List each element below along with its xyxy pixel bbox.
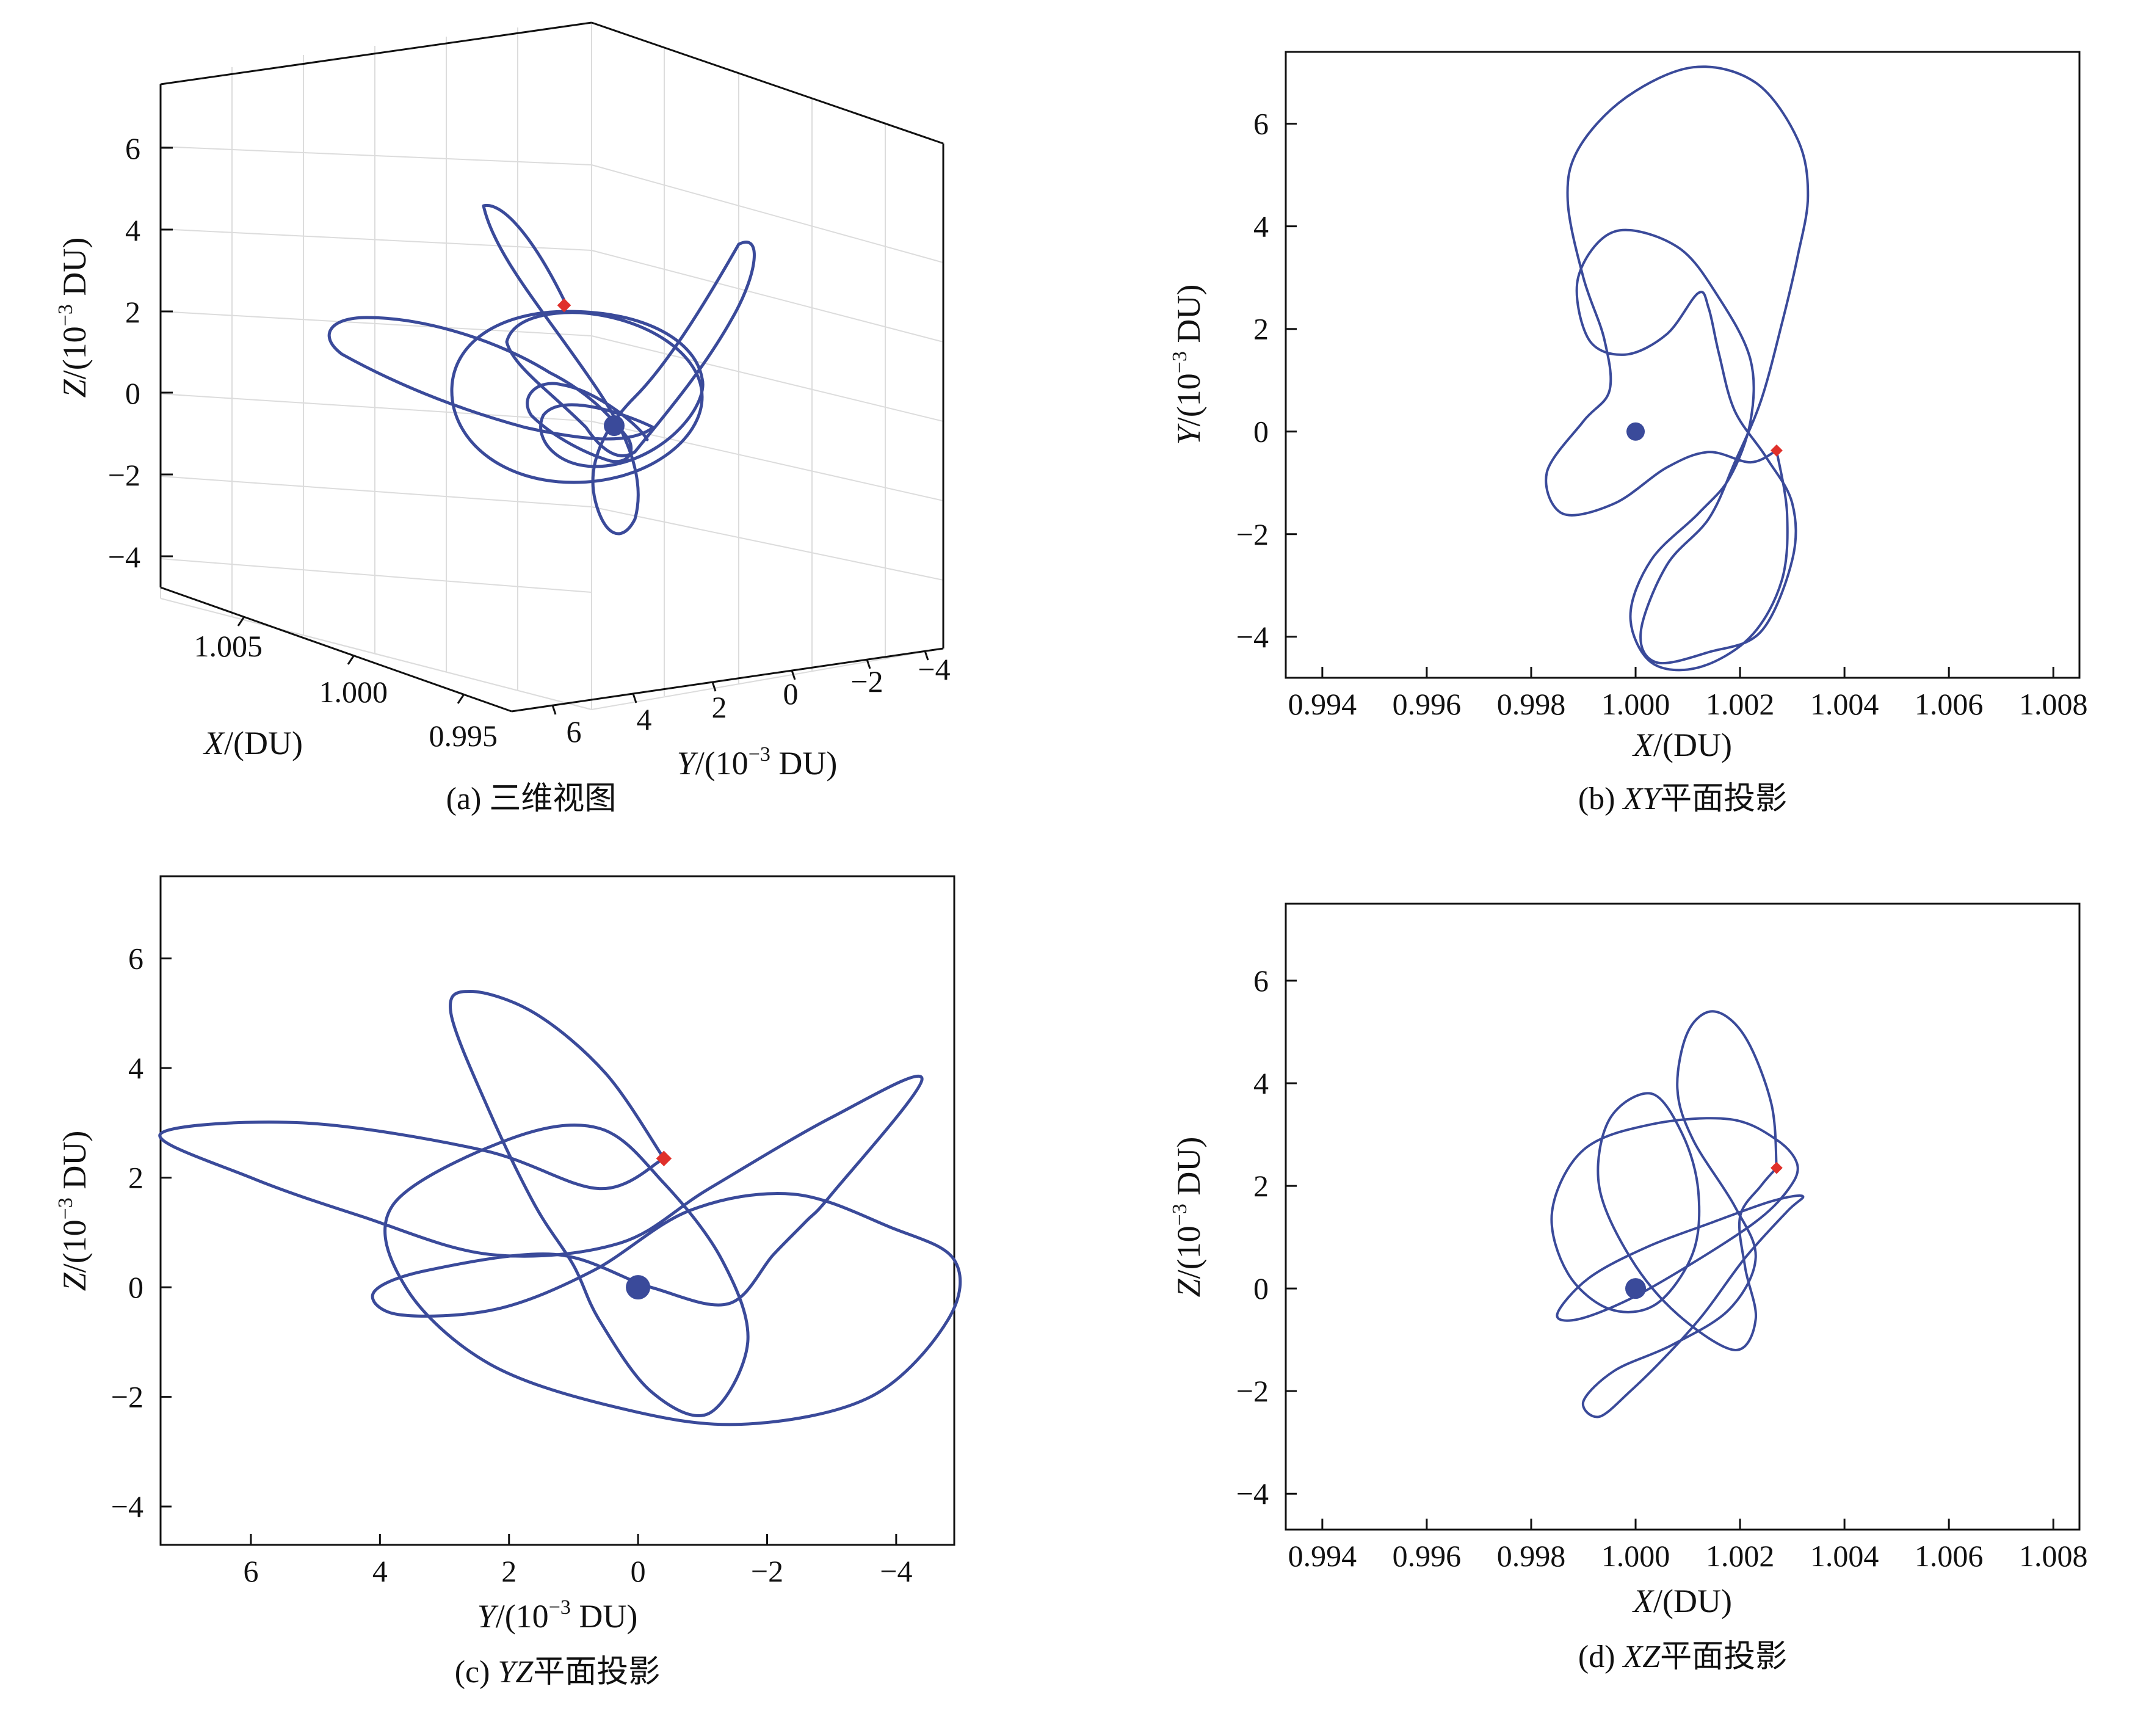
plot-area-c [159,875,955,1546]
y-tick-label: −4 [918,652,950,686]
panel-d: 0.994 0.996 0.998 1.000 1.002 1.004 1.006 1.008… [1169,903,2088,1674]
y-tick-label: −4 [1236,620,1269,654]
x-axis-title-d: X/(DU) [1632,1583,1732,1619]
y-tick-label: 6 [567,714,582,749]
start-marker-b [1771,444,1783,457]
axes-ticks-d: 0.994 0.996 0.998 1.000 1.002 1.004 1.006 1.008… [1236,964,2088,1573]
orbit-trajectory-3d [327,203,756,536]
caption-a: (a) 三维视图 [446,782,617,816]
start-marker-c [656,1150,672,1166]
x-tick-label: 1.000 [319,675,388,709]
start-marker-d [1771,1161,1783,1174]
x-tick-label: 0.995 [429,719,498,753]
panel-b: 0.994 0.996 0.998 1.000 1.002 1.004 1.006 1.008… [1169,51,2088,816]
z-tick-label: 0 [125,376,140,410]
y-tick-label: 0 [783,677,799,711]
axes-ticks-c: 6 4 2 0 −2 −4 6 4 2 0 −2 −4 [111,942,913,1588]
y-tick-label: 0 [1253,1271,1269,1306]
x-tick-label: 1.000 [1601,1539,1670,1573]
z-axis-ticks-a: 6 4 2 0 −2 −4 [108,131,173,574]
x-axis-title-a: X/(DU) [203,725,303,761]
x-tick-label: 1.008 [2019,1539,2088,1573]
z-axis-title-a: Z/(10−3 DU) [54,238,93,398]
x-tick-label: 1.005 [194,629,263,663]
y-tick-label: −2 [1236,517,1269,551]
x-tick-label: 1.008 [2019,687,2088,721]
y-tick-label: 4 [1253,209,1269,244]
y-tick-label: 0 [128,1270,143,1304]
y-axis-title-a: Y/(10−3 DU) [677,743,838,782]
y-tick-label: −4 [111,1489,143,1524]
y-tick-label: 4 [1253,1066,1269,1100]
caption-d: (d) XZ平面投影 [1578,1640,1787,1674]
panel-c: 6 4 2 0 −2 −4 6 4 2 0 −2 −4 Z/(10−3 DU) Y/(10−3 DU)… [54,875,962,1690]
caption-b: (b) XY平面投影 [1578,782,1787,816]
x-tick-label: 0.996 [1393,1539,1462,1573]
orbit-trajectory-xz [1550,1010,1805,1418]
x-tick-label: 2 [501,1554,517,1588]
x-tick-label: 6 [243,1554,258,1588]
start-marker-a [557,298,571,313]
y-tick-label: 2 [1253,312,1269,346]
central-body-d [1625,1278,1647,1299]
x-axis-title-b: X/(DU) [1632,727,1732,763]
x-tick-label: 1.000 [1601,687,1670,721]
x-tick-label: 1.002 [1706,1539,1775,1573]
x-axis-title-c: Y/(10−3 DU) [477,1596,638,1635]
central-body-c [626,1275,651,1300]
central-body-b [1626,422,1645,441]
y-axis-ticks-a: 6 4 2 0 −2 −4 [551,650,951,749]
x-tick-label: 0 [631,1554,646,1588]
y-tick-label: 6 [1253,107,1269,141]
z-tick-label: −2 [108,458,140,492]
y-axis-title-c: Z/(10−3 DU) [54,1131,93,1291]
z-tick-label: −4 [108,540,140,574]
x-tick-label: 0.994 [1288,1539,1357,1573]
y-tick-label: 0 [1253,415,1269,449]
x-tick-label: 4 [372,1554,388,1588]
plot-area-b [1285,51,2081,679]
y-tick-label: 6 [128,942,143,976]
x-tick-label: −4 [880,1554,912,1588]
axes-ticks-b: 0.994 0.996 0.998 1.000 1.002 1.004 1.006 1.008… [1236,107,2088,721]
y-tick-label: −2 [111,1380,143,1414]
x-tick-label: 1.002 [1706,687,1775,721]
y-axis-title-d: Z/(10−3 DU) [1169,1137,1207,1298]
y-tick-label: 2 [128,1161,143,1195]
orbit-trajectory-yz [158,990,962,1426]
x-tick-label: 0.998 [1497,687,1566,721]
central-body-a [604,415,625,436]
x-axis-ticks-a: 1.005 1.000 0.995 [194,616,498,753]
x-tick-label: 0.998 [1497,1539,1566,1573]
caption-c: (c) YZ平面投影 [455,1655,661,1690]
y-tick-label: 2 [1253,1169,1269,1203]
x-tick-label: 0.996 [1393,687,1462,721]
x-tick-label: −2 [751,1554,783,1588]
x-tick-label: 1.004 [1810,687,1879,721]
z-tick-label: 4 [125,213,140,247]
y-tick-label: 2 [712,690,727,724]
y-tick-label: −4 [1236,1476,1269,1511]
x-tick-label: 1.006 [1915,687,1984,721]
y-tick-label: 4 [128,1051,143,1085]
plot-area-d [1285,903,2081,1531]
3d-frame [159,21,944,713]
x-tick-label: 1.006 [1915,1539,1984,1573]
y-axis-title-b: Y/(10−3 DU) [1169,285,1207,445]
y-tick-label: 6 [1253,964,1269,998]
panel-a: 6 4 2 0 −2 −4 1.005 1.000 0.995 6 4 2 [54,21,951,816]
x-tick-label: 0.994 [1288,687,1357,721]
y-tick-label: −2 [1236,1374,1269,1408]
z-tick-label: 6 [125,131,140,165]
orbit-trajectory-xy [1545,65,1810,672]
3d-grid [160,22,944,710]
x-tick-label: 1.004 [1810,1539,1879,1573]
y-tick-label: −2 [850,664,883,699]
y-tick-label: 4 [637,702,652,736]
z-tick-label: 2 [125,295,140,329]
